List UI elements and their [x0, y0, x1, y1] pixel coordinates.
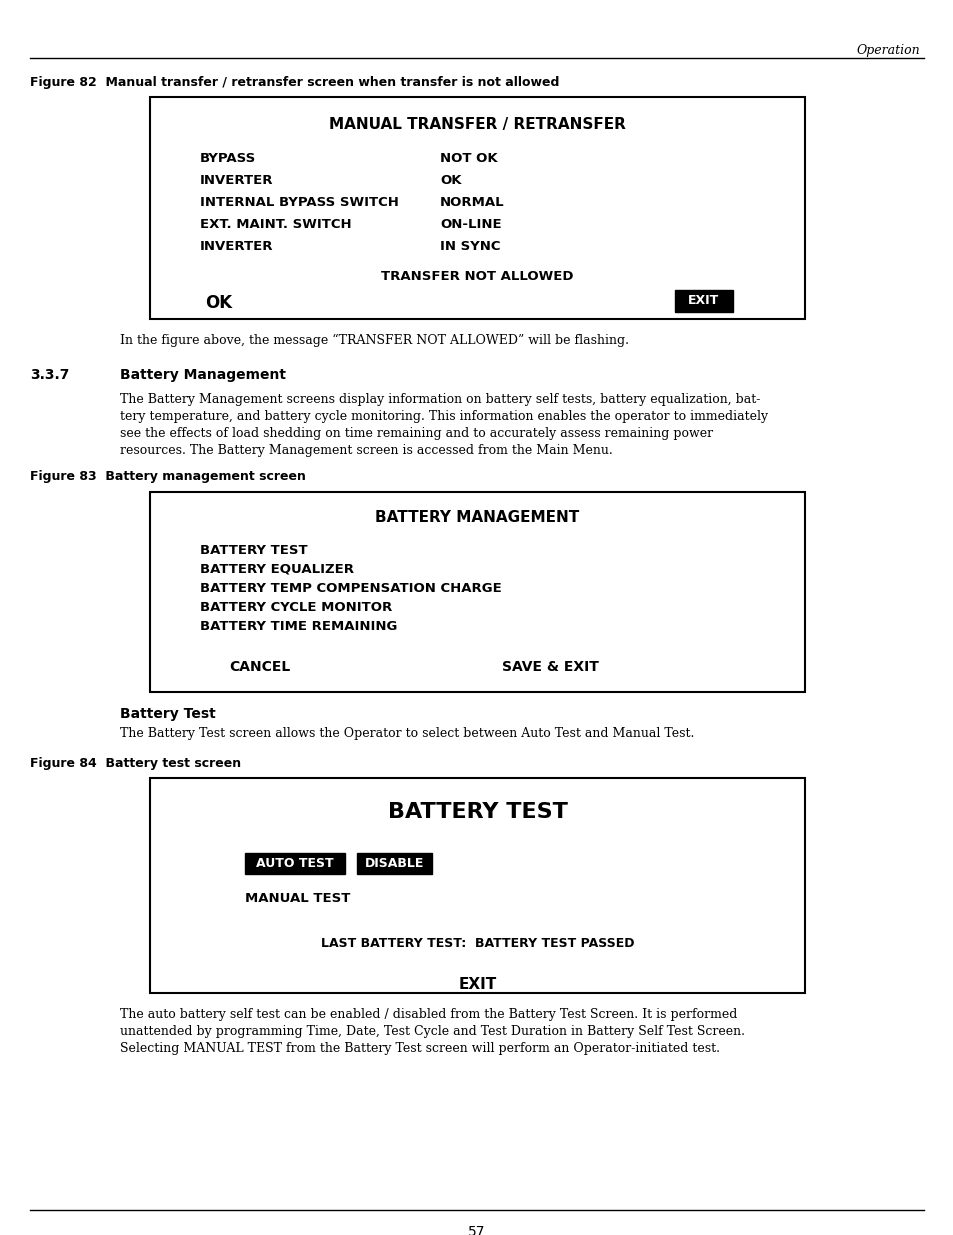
Text: INVERTER: INVERTER — [200, 240, 274, 253]
Text: OK: OK — [205, 294, 232, 312]
Text: LAST BATTERY TEST:  BATTERY TEST PASSED: LAST BATTERY TEST: BATTERY TEST PASSED — [320, 937, 634, 950]
FancyBboxPatch shape — [356, 853, 432, 874]
Text: EXT. MAINT. SWITCH: EXT. MAINT. SWITCH — [200, 219, 352, 231]
Text: BYPASS: BYPASS — [200, 152, 256, 165]
Text: BATTERY TEMP COMPENSATION CHARGE: BATTERY TEMP COMPENSATION CHARGE — [200, 582, 501, 595]
Text: INVERTER: INVERTER — [200, 174, 274, 186]
Text: 3.3.7: 3.3.7 — [30, 368, 70, 382]
FancyBboxPatch shape — [150, 98, 804, 319]
FancyBboxPatch shape — [675, 290, 732, 312]
Text: Operation: Operation — [856, 44, 919, 57]
Text: NORMAL: NORMAL — [439, 196, 504, 209]
Text: BATTERY TEST: BATTERY TEST — [387, 802, 567, 823]
Text: 57: 57 — [468, 1225, 485, 1235]
Text: Figure 82  Manual transfer / retransfer screen when transfer is not allowed: Figure 82 Manual transfer / retransfer s… — [30, 77, 558, 89]
Text: ON-LINE: ON-LINE — [439, 219, 501, 231]
Text: CANCEL: CANCEL — [229, 659, 291, 674]
Text: BATTERY EQUALIZER: BATTERY EQUALIZER — [200, 563, 354, 576]
Text: BATTERY TEST: BATTERY TEST — [200, 543, 307, 557]
Text: Figure 84  Battery test screen: Figure 84 Battery test screen — [30, 757, 241, 769]
Text: AUTO TEST: AUTO TEST — [256, 857, 334, 869]
Text: The Battery Test screen allows the Operator to select between Auto Test and Manu: The Battery Test screen allows the Opera… — [120, 727, 694, 740]
Text: resources. The Battery Management screen is accessed from the Main Menu.: resources. The Battery Management screen… — [120, 445, 612, 457]
Text: EXIT: EXIT — [457, 977, 497, 992]
Text: BATTERY MANAGEMENT: BATTERY MANAGEMENT — [375, 510, 579, 525]
Text: BATTERY TIME REMAINING: BATTERY TIME REMAINING — [200, 620, 397, 634]
Text: MANUAL TEST: MANUAL TEST — [245, 892, 350, 905]
FancyBboxPatch shape — [245, 853, 345, 874]
FancyBboxPatch shape — [150, 492, 804, 692]
Text: TRANSFER NOT ALLOWED: TRANSFER NOT ALLOWED — [381, 270, 573, 283]
Text: Battery Test: Battery Test — [120, 706, 215, 721]
Text: tery temperature, and battery cycle monitoring. This information enables the ope: tery temperature, and battery cycle moni… — [120, 410, 767, 424]
Text: In the figure above, the message “TRANSFER NOT ALLOWED” will be flashing.: In the figure above, the message “TRANSF… — [120, 333, 628, 347]
FancyBboxPatch shape — [150, 778, 804, 993]
Text: EXIT: EXIT — [688, 294, 719, 308]
Text: IN SYNC: IN SYNC — [439, 240, 500, 253]
Text: The Battery Management screens display information on battery self tests, batter: The Battery Management screens display i… — [120, 393, 760, 406]
Text: OK: OK — [439, 174, 461, 186]
Text: The auto battery self test can be enabled / disabled from the Battery Test Scree: The auto battery self test can be enable… — [120, 1008, 737, 1021]
Text: MANUAL TRANSFER / RETRANSFER: MANUAL TRANSFER / RETRANSFER — [329, 117, 625, 132]
Text: DISABLE: DISABLE — [364, 857, 424, 869]
Text: Selecting MANUAL TEST from the Battery Test screen will perform an Operator-init: Selecting MANUAL TEST from the Battery T… — [120, 1042, 720, 1055]
Text: BATTERY CYCLE MONITOR: BATTERY CYCLE MONITOR — [200, 601, 392, 614]
Text: Figure 83  Battery management screen: Figure 83 Battery management screen — [30, 471, 306, 483]
Text: NOT OK: NOT OK — [439, 152, 497, 165]
Text: Battery Management: Battery Management — [120, 368, 286, 382]
Text: INTERNAL BYPASS SWITCH: INTERNAL BYPASS SWITCH — [200, 196, 398, 209]
Text: see the effects of load shedding on time remaining and to accurately assess rema: see the effects of load shedding on time… — [120, 427, 713, 440]
Text: unattended by programming Time, Date, Test Cycle and Test Duration in Battery Se: unattended by programming Time, Date, Te… — [120, 1025, 744, 1037]
Text: SAVE & EXIT: SAVE & EXIT — [501, 659, 598, 674]
